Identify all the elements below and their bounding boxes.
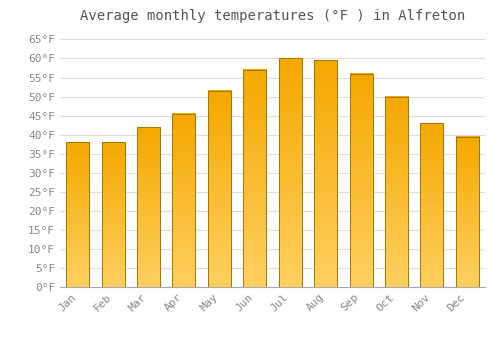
Bar — [244, 70, 266, 287]
Bar — [137, 127, 160, 287]
Bar — [314, 60, 337, 287]
Bar — [385, 97, 408, 287]
Bar — [456, 136, 479, 287]
Bar — [278, 58, 301, 287]
Bar — [172, 114, 196, 287]
Bar — [66, 142, 89, 287]
Bar — [208, 91, 231, 287]
Title: Average monthly temperatures (°F ) in Alfreton: Average monthly temperatures (°F ) in Al… — [80, 9, 465, 23]
Bar — [350, 74, 372, 287]
Bar — [102, 142, 124, 287]
Bar — [420, 123, 444, 287]
